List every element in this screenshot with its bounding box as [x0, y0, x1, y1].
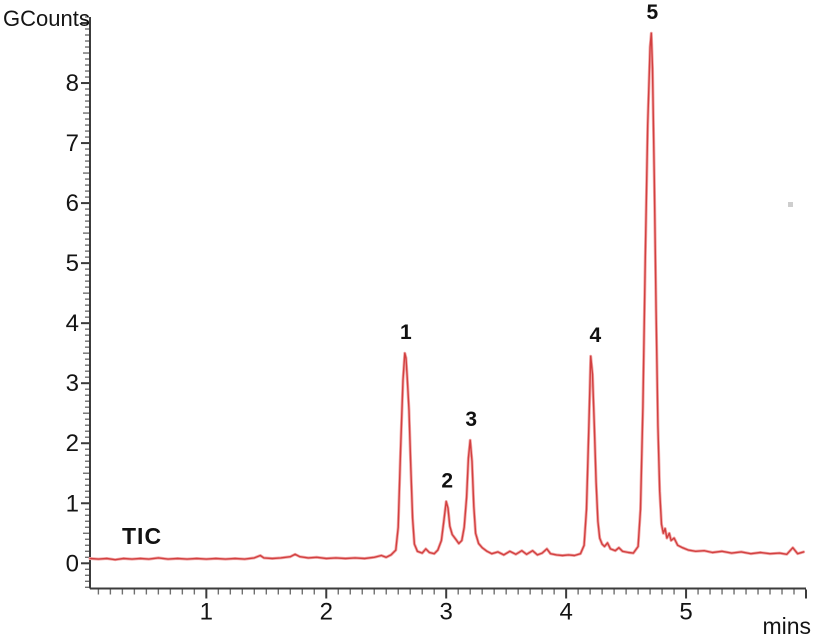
y-tick-label: 3 — [66, 370, 79, 397]
peak-label-3: 3 — [465, 408, 477, 431]
trace-name-annotation: TIC — [122, 523, 162, 549]
x-tick-label: 3 — [440, 599, 453, 626]
tic-trace — [88, 31, 806, 562]
x-tick-label: 2 — [320, 599, 333, 626]
x-tick-label: 5 — [679, 599, 692, 626]
y-tick-label: 1 — [66, 490, 79, 517]
tic-trace-line — [89, 32, 805, 561]
y-tick-label: 5 — [66, 250, 79, 277]
peak-label-2: 2 — [441, 469, 453, 492]
peak-label-5: 5 — [646, 1, 658, 24]
y-tick-label: 4 — [66, 310, 79, 337]
x-axis-title: mins — [762, 613, 811, 637]
y-tick-label: 2 — [66, 430, 79, 457]
labels-layer: 0 1 2 3 4 5 6 7 8 1 2 3 4 5 1 2 3 4 5 — [66, 1, 693, 625]
x-tick-label: 1 — [200, 599, 213, 626]
y-tick-label: 6 — [66, 190, 79, 217]
y-axis-title: GCounts — [3, 6, 90, 31]
y-tick-label: 8 — [66, 70, 79, 97]
peak-label-4: 4 — [589, 324, 601, 347]
y-tick-label: 0 — [66, 550, 79, 577]
screen-speck-artifact — [788, 202, 793, 207]
peak-label-1: 1 — [400, 321, 412, 344]
y-tick-label: 7 — [66, 130, 79, 157]
x-tick-label: 4 — [559, 599, 572, 626]
axes-layer — [81, 16, 807, 599]
